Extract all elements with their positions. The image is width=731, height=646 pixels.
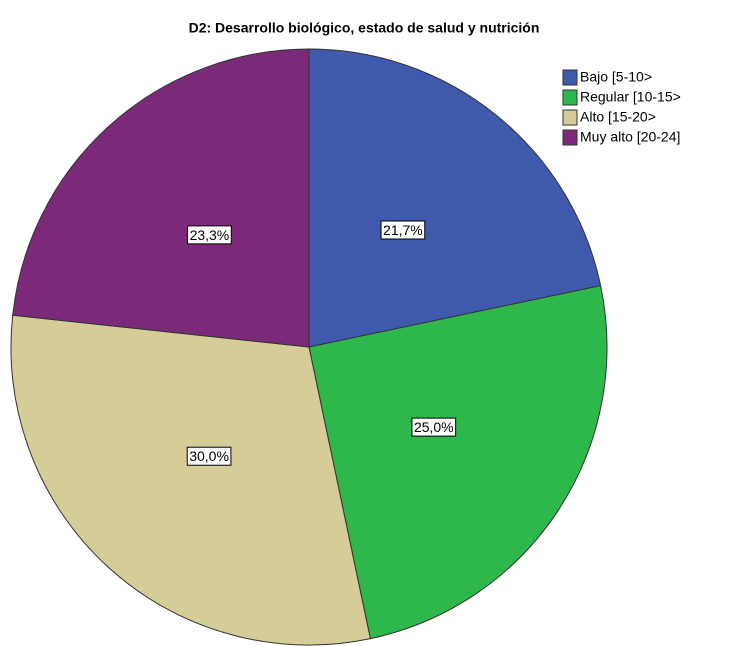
pie-slice [12, 48, 310, 348]
pie-slice [308, 285, 608, 640]
data-label: 21,7% [383, 222, 423, 238]
pie-slice [308, 48, 602, 348]
legend-swatch [562, 129, 578, 146]
legend-label: Alto [15-20> [580, 109, 656, 125]
data-label-box [380, 220, 426, 240]
data-label-box [187, 225, 232, 245]
pie-slice [10, 314, 371, 646]
data-label: 25,0% [414, 419, 454, 435]
data-label-box [186, 446, 232, 466]
legend-label: Regular [10-15> [580, 89, 681, 105]
chart-title: D2: Desarrollo biológico, estado de salu… [189, 20, 540, 36]
legend-swatch [562, 109, 578, 126]
legend-label: Bajo [5-10> [580, 69, 652, 85]
data-label: 23,3% [190, 227, 230, 243]
legend-swatch [562, 69, 578, 86]
data-label: 30,0% [189, 448, 229, 464]
data-label-box [411, 417, 457, 437]
legend-label: Muy alto [20-24] [580, 129, 680, 145]
legend-swatch [562, 89, 578, 106]
